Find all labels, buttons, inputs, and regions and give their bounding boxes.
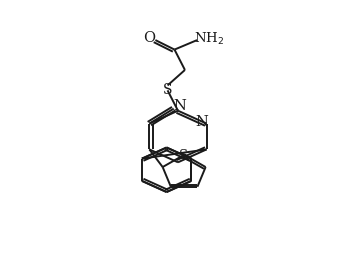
Text: O: O [143, 31, 156, 45]
Text: S: S [162, 83, 172, 97]
Text: S: S [179, 149, 188, 162]
Text: N: N [195, 115, 208, 129]
Text: NH$_2$: NH$_2$ [194, 31, 224, 47]
Text: N: N [173, 99, 186, 113]
